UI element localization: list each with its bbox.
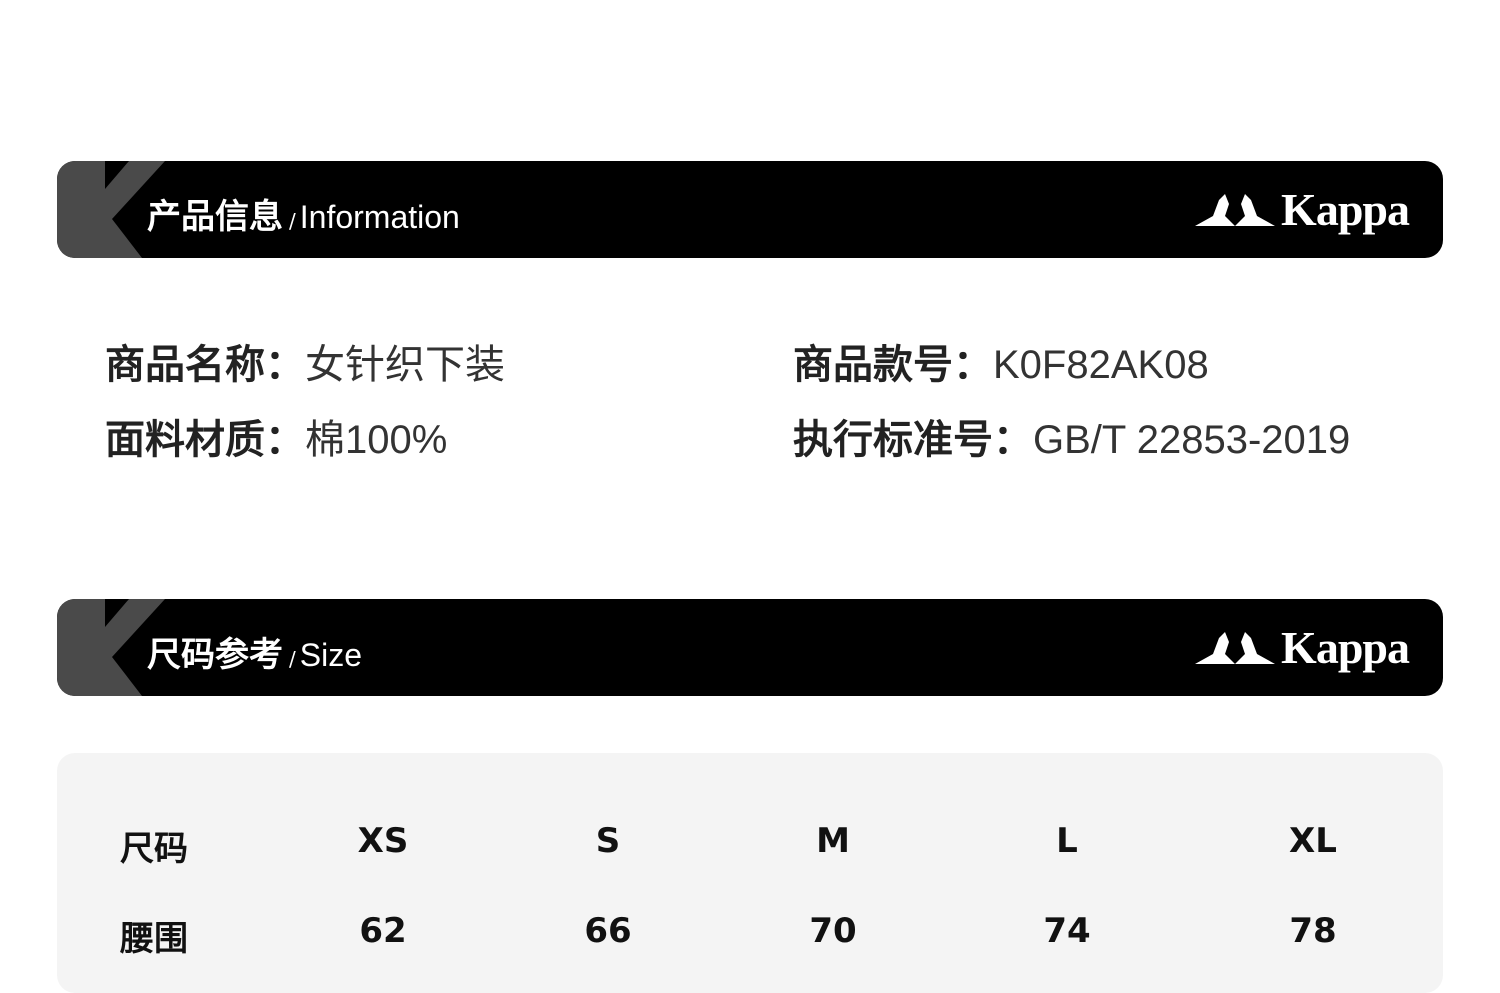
section-header-information: 产品信息 / Information Kappa — [57, 161, 1443, 258]
size-header: L — [1056, 821, 1078, 861]
waist-value: 70 — [809, 911, 857, 951]
kappa-logo: Kappa — [1195, 621, 1410, 674]
kappa-logo: Kappa — [1195, 183, 1410, 236]
kappa-omini-icon — [1195, 193, 1276, 226]
size-header: XS — [357, 821, 409, 861]
section-header-size: 尺码参考 / Size Kappa — [57, 599, 1443, 696]
row-label-waist: 腰围 — [120, 919, 188, 959]
kappa-omini-icon — [1195, 631, 1276, 664]
waist-value: 62 — [359, 911, 407, 951]
waist-value: 66 — [584, 911, 632, 951]
section-title: 产品信息 / Information — [147, 197, 460, 237]
size-header: M — [816, 821, 850, 861]
k-mark-icon — [57, 599, 165, 696]
k-mark-icon — [57, 161, 165, 258]
size-header-label: 尺码 — [120, 829, 188, 869]
product-standard: 执行标准号：GB/T 22853-2019 — [793, 417, 1351, 463]
product-sku: 商品款号：K0F82AK08 — [793, 342, 1209, 388]
waist-value: 74 — [1043, 911, 1091, 951]
size-header: S — [595, 821, 621, 861]
product-material: 面料材质：棉100% — [105, 417, 448, 463]
size-header: XL — [1289, 821, 1337, 861]
size-table: 尺码 XS S M L XL 腰围 62 66 70 74 78 — [57, 753, 1443, 993]
product-name: 商品名称：女针织下装 — [105, 342, 505, 388]
waist-value: 78 — [1289, 911, 1337, 951]
section-title: 尺码参考 / Size — [147, 635, 362, 675]
